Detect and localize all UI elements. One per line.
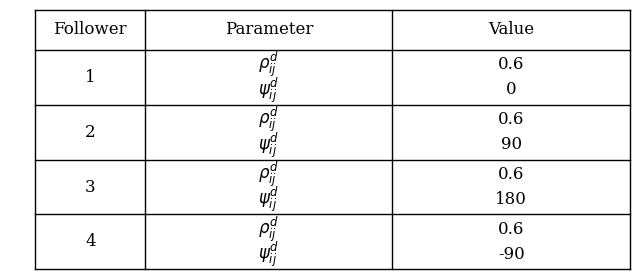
- Text: -90: -90: [498, 246, 525, 263]
- Text: $\psi_{ij}^{d}$: $\psi_{ij}^{d}$: [258, 240, 280, 269]
- Text: 90: 90: [500, 136, 522, 153]
- Text: $\psi_{ij}^{d}$: $\psi_{ij}^{d}$: [258, 185, 280, 214]
- Text: $\psi_{ij}^{d}$: $\psi_{ij}^{d}$: [258, 130, 280, 160]
- Text: $\rho_{ij}^{d}$: $\rho_{ij}^{d}$: [259, 215, 279, 244]
- Text: 0: 0: [506, 81, 516, 98]
- Text: 2: 2: [85, 124, 95, 141]
- Text: 0.6: 0.6: [498, 111, 525, 128]
- Text: 180: 180: [495, 191, 527, 208]
- Text: $\psi_{ij}^{d}$: $\psi_{ij}^{d}$: [258, 75, 280, 105]
- Text: 0.6: 0.6: [498, 221, 525, 238]
- Text: 4: 4: [85, 233, 95, 250]
- Text: 0.6: 0.6: [498, 166, 525, 183]
- Text: 0.6: 0.6: [498, 56, 525, 73]
- Text: $\rho_{ij}^{d}$: $\rho_{ij}^{d}$: [259, 160, 279, 189]
- Text: 3: 3: [85, 179, 95, 196]
- Text: Follower: Follower: [54, 21, 127, 39]
- Text: $\rho_{ij}^{d}$: $\rho_{ij}^{d}$: [259, 105, 279, 134]
- Text: $\rho_{ij}^{d}$: $\rho_{ij}^{d}$: [259, 50, 279, 80]
- Text: 1: 1: [85, 69, 95, 86]
- Text: Parameter: Parameter: [225, 21, 313, 39]
- Text: Value: Value: [488, 21, 534, 39]
